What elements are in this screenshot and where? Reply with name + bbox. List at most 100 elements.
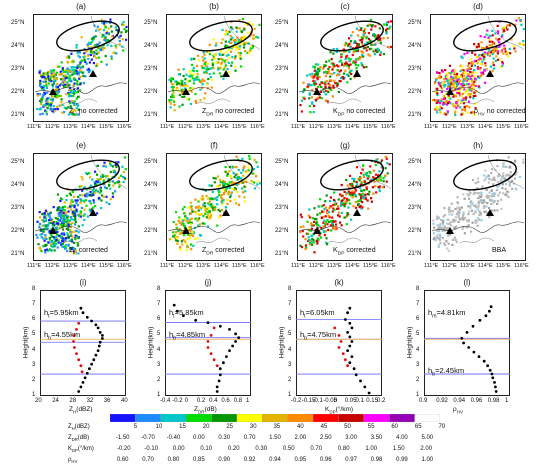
echo-pixel [97, 190, 100, 193]
region-ellipse [320, 159, 384, 191]
echo-pixel [225, 29, 228, 32]
echo-pixel [192, 244, 195, 247]
height-annotation: hb=2.45km [428, 366, 465, 378]
echo-pixel [258, 23, 261, 26]
echo-pixel [55, 237, 59, 240]
echo-pixel [44, 217, 48, 220]
radar-site-marker [222, 70, 230, 77]
echo-pixel [76, 51, 79, 55]
lat-tick-label: 22°N [144, 228, 158, 234]
echo-pixel [41, 87, 44, 90]
echo-pixel [198, 80, 201, 83]
echo-pixel [39, 99, 42, 103]
echo-pixel [71, 247, 74, 250]
echo-pixel [116, 181, 119, 184]
echo-pixel [436, 224, 439, 227]
echo-pixel [306, 74, 309, 77]
echo-pixel [236, 173, 239, 176]
echo-pixel [481, 54, 484, 57]
echo-pixel [485, 68, 488, 71]
echo-pixel [440, 87, 443, 90]
echo-pixel [504, 50, 507, 53]
echo-pixel [66, 60, 69, 63]
echo-pixel [315, 71, 318, 74]
echo-pixel [220, 41, 223, 44]
data-point [215, 390, 219, 393]
echo-pixel [94, 182, 97, 186]
echo-pixel [230, 26, 233, 29]
echo-pixel [466, 88, 469, 91]
echo-pixel [304, 244, 308, 247]
echo-pixel [47, 249, 50, 252]
echo-pixel [339, 204, 342, 207]
echo-pixel [101, 174, 104, 177]
echo-pixel [357, 177, 360, 181]
echo-pixel [466, 192, 469, 196]
echo-pixel [453, 226, 456, 229]
echo-pixel [241, 29, 244, 32]
data-point [98, 340, 102, 344]
echo-pixel [69, 250, 72, 253]
echo-pixel [343, 196, 346, 200]
data-point [344, 318, 347, 321]
data-point [79, 385, 83, 389]
echo-pixel [342, 48, 345, 51]
echo-pixel [450, 82, 453, 85]
region-ellipse [189, 159, 253, 191]
echo-pixel [181, 83, 184, 86]
echo-pixel [40, 103, 43, 106]
echo-pixel [53, 95, 56, 98]
echo-pixel [54, 240, 57, 243]
echo-pixel [95, 57, 98, 60]
echo-pixel [367, 32, 370, 35]
echo-pixel [338, 70, 341, 73]
echo-pixel [384, 167, 387, 170]
echo-pixel [508, 166, 511, 169]
echo-pixel [485, 188, 488, 192]
echo-pixel [210, 205, 213, 208]
echo-pixel [194, 198, 197, 201]
echo-pixel [376, 158, 379, 161]
echo-pixel [366, 45, 369, 49]
echo-pixel [179, 246, 182, 249]
echo-pixel [76, 87, 79, 90]
echo-pixel [488, 38, 491, 41]
echo-pixel [190, 212, 193, 215]
echo-pixel [41, 76, 44, 79]
lon-tick-label: 116°E [117, 124, 132, 130]
colorbar-value: 50 [344, 424, 351, 430]
echo-pixel [467, 64, 470, 67]
echo-pixel [460, 68, 464, 72]
echo-pixel [186, 97, 189, 100]
echo-pixel [449, 77, 452, 81]
echo-pixel [105, 21, 108, 24]
echo-pixel [368, 54, 371, 57]
echo-pixel [434, 238, 438, 241]
echo-pixel [476, 208, 479, 211]
echo-pixel [454, 93, 457, 96]
echo-pixel [348, 50, 351, 53]
echo-pixel [503, 30, 506, 33]
lon-tick-label: 112°E [442, 263, 457, 269]
echo-pixel [322, 225, 325, 228]
echo-pixel [329, 200, 332, 203]
echo-pixel [80, 175, 83, 178]
echo-pixel [73, 100, 76, 103]
echo-pixel [252, 181, 256, 184]
echo-pixel [60, 198, 64, 201]
echo-pixel [103, 24, 106, 27]
echo-pixel [325, 99, 328, 102]
echo-pixel [363, 43, 366, 46]
lon-tick-label: 112°E [45, 124, 60, 130]
echo-pixel [211, 62, 214, 65]
echo-pixel [256, 36, 260, 39]
echo-pixel [51, 220, 54, 223]
echo-pixel [308, 229, 311, 232]
echo-pixel [39, 82, 42, 85]
echo-pixel [243, 196, 246, 199]
echo-pixel [51, 99, 54, 102]
echo-pixel [199, 234, 203, 237]
echo-pixel [438, 237, 441, 240]
echo-pixel [455, 106, 458, 109]
echo-pixel [224, 206, 227, 209]
